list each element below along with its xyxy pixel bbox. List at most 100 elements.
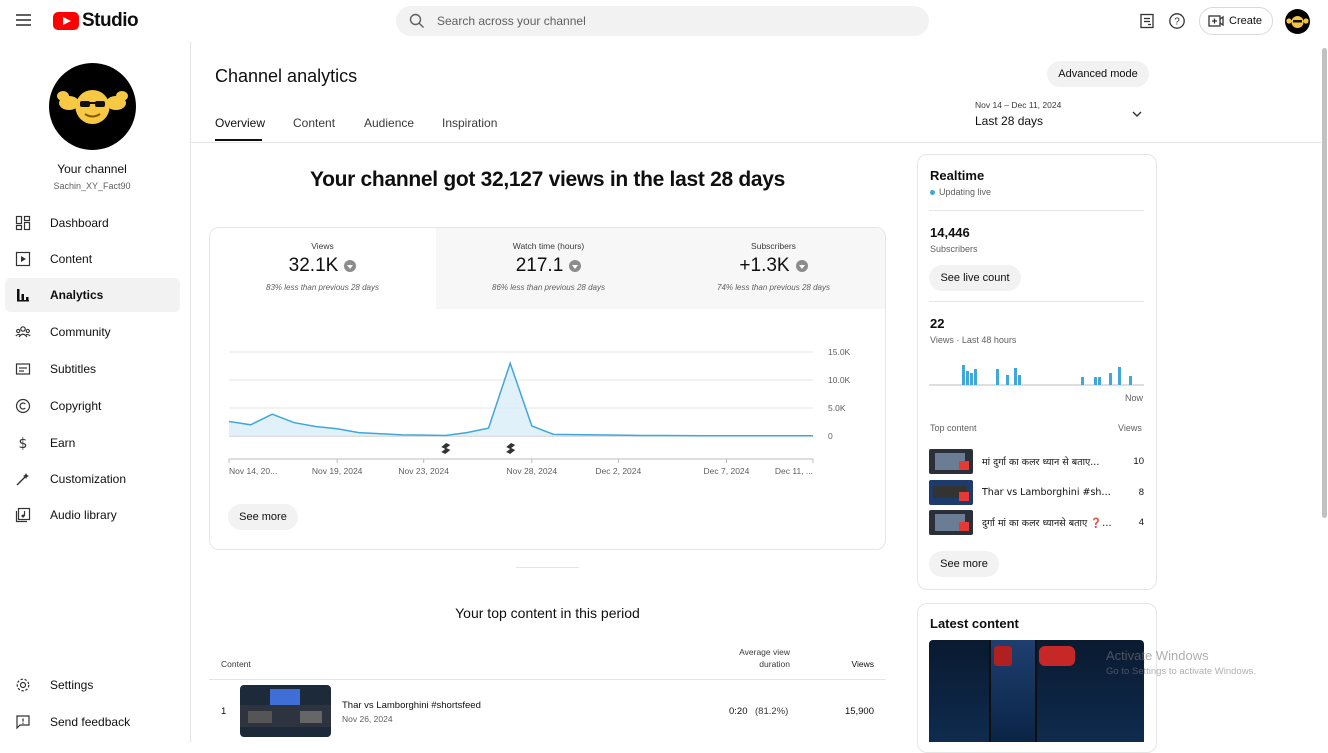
nav-copyright[interactable]: Copyright <box>5 389 180 423</box>
x-tick-label: Dec 2, 2024 <box>595 466 641 476</box>
realtime-views-label: Views · Last 48 hours <box>930 335 1017 345</box>
nav-content[interactable]: Content <box>5 242 180 276</box>
svg-text:$: $ <box>19 436 28 451</box>
col-avg-duration-header[interactable]: Average view duration <box>739 647 790 669</box>
active-tab-indicator <box>215 139 262 141</box>
realtime-bar <box>1081 377 1084 385</box>
channel-title: Your channel <box>57 162 127 176</box>
analytics-icon <box>14 286 32 304</box>
search-bar[interactable] <box>396 6 929 36</box>
tab-content[interactable]: Content <box>293 116 336 130</box>
metric-watch-time[interactable]: Watch time (hours) 217.1 86% less than p… <box>436 228 661 309</box>
nav-customization[interactable]: Customization <box>5 462 180 496</box>
windows-watermark-subtitle: Go to Settings to activate Windows. <box>1106 666 1256 677</box>
realtime-bar <box>1118 367 1121 385</box>
nav-send-feedback[interactable]: Send feedback <box>5 705 180 739</box>
dashboard-icon <box>14 214 32 232</box>
nav-label: Audio library <box>50 508 117 522</box>
top-content-heading: Your top content in this period <box>455 605 640 621</box>
y-tick-label: 5.0K <box>828 403 846 413</box>
realtime-bar <box>962 365 965 385</box>
date-period-label[interactable]: Last 28 days <box>975 114 1044 128</box>
y-tick-label: 0 <box>828 431 833 441</box>
realtime-see-more-button[interactable]: See more <box>929 551 999 577</box>
row-date: Nov 26, 2024 <box>342 714 393 724</box>
metric-subscribers[interactable]: Subscribers +1.3K 74% less than previous… <box>661 228 885 309</box>
row-title[interactable]: Thar vs Lamborghini #shortsfeed <box>342 700 481 711</box>
channel-handle: Sachin_XY_Fact90 <box>53 181 131 191</box>
col-views-header[interactable]: Views <box>851 659 874 669</box>
create-button[interactable]: Create <box>1199 7 1273 35</box>
metric-value: +1.3K <box>739 255 790 276</box>
nav-community[interactable]: Community <box>5 315 180 349</box>
metric-label: Views <box>311 241 334 251</box>
search-input[interactable] <box>437 14 887 28</box>
metric-label: Watch time (hours) <box>512 241 585 251</box>
nav-label: Content <box>50 252 93 266</box>
y-tick-label: 10.0K <box>828 375 851 385</box>
create-video-icon <box>1208 15 1224 27</box>
create-label: Create <box>1229 15 1263 27</box>
windows-watermark-title: Activate Windows <box>1106 648 1209 663</box>
nav-settings[interactable]: Settings <box>5 668 180 702</box>
feedback-icon <box>14 713 32 731</box>
realtime-bar <box>1014 368 1017 385</box>
video-thumbnail[interactable] <box>240 685 331 737</box>
date-range[interactable]: Nov 14 – Dec 11, 2024 <box>975 100 1062 110</box>
nav-audio-library[interactable]: Audio library <box>5 498 180 532</box>
nav-earn[interactable]: $ Earn <box>5 426 180 460</box>
account-avatar[interactable] <box>1285 9 1310 34</box>
views-col-label: Views <box>1118 423 1142 433</box>
realtime-views: 22 <box>930 316 945 331</box>
video-thumbnail <box>929 449 973 474</box>
realtime-bar-chart[interactable] <box>929 355 1144 389</box>
help-icon[interactable]: ? <box>1168 12 1186 30</box>
nav-label: Customization <box>50 472 127 486</box>
studio-logo[interactable]: Studio <box>53 10 139 32</box>
realtime-bar <box>1018 375 1021 385</box>
realtime-subscribers: 14,446 <box>930 225 970 240</box>
nav-subtitles[interactable]: Subtitles <box>5 352 180 386</box>
see-live-count-button[interactable]: See live count <box>929 265 1021 291</box>
chevron-down-icon[interactable] <box>1131 108 1143 120</box>
metric-label: Subscribers <box>751 241 796 251</box>
top-content-item[interactable]: Thar vs Lamborghini #shortsf... 8 <box>929 480 1144 505</box>
logo-text: Studio <box>82 10 139 31</box>
nav-analytics[interactable]: Analytics <box>5 278 180 312</box>
header-divider <box>191 142 1321 143</box>
views-headline: Your channel got 32,127 views in the las… <box>309 168 786 191</box>
subtitles-editor-icon[interactable] <box>1138 12 1156 30</box>
top-content-title: मां दुर्गा का कलर ध्यान से बताए... <box>982 457 1100 468</box>
copyright-icon <box>14 397 32 415</box>
advanced-mode-button[interactable]: Advanced mode <box>1047 61 1149 87</box>
page-scrollbar[interactable] <box>1322 48 1327 518</box>
tab-inspiration[interactable]: Inspiration <box>442 116 498 130</box>
realtime-bar <box>1129 376 1132 385</box>
metric-compare: 86% less than previous 28 days <box>492 283 605 292</box>
tab-overview[interactable]: Overview <box>215 116 266 130</box>
metric-value: 217.1 <box>515 255 564 276</box>
top-content-item[interactable]: मां दुर्गा का कलर ध्यान से बताए... 10 <box>929 449 1144 474</box>
page-title: Channel analytics <box>215 66 358 86</box>
nav-dashboard[interactable]: Dashboard <box>5 206 180 240</box>
top-content-views: 4 <box>1138 517 1144 528</box>
channel-avatar[interactable] <box>49 63 136 150</box>
metric-views[interactable]: Views 32.1K 83% less than previous 28 da… <box>210 228 435 309</box>
latest-video-thumbnail[interactable] <box>929 640 1144 742</box>
series-line <box>228 360 813 437</box>
latest-content-title: Latest content <box>930 616 1019 631</box>
arrow-down-icon <box>795 260 808 272</box>
top-bar: Studio ? Create <box>0 0 1328 42</box>
row-rank: 1 <box>221 706 227 717</box>
divider <box>929 210 1144 211</box>
see-more-button[interactable]: See more <box>228 504 298 530</box>
video-thumbnail <box>929 480 973 505</box>
top-content-item[interactable]: दुर्गा मां का कलर ध्यानसे बताए ❓ ... 4 <box>929 510 1144 535</box>
menu-icon[interactable] <box>16 14 31 26</box>
table-row[interactable]: 1 Thar vs Lamborghini #shortsfeed Nov 26… <box>209 684 886 740</box>
live-dot-icon <box>930 189 935 195</box>
views-chart[interactable]: 15.0K 10.0K 5.0K 0 Nov 14, 20... Nov 19, 2024… <box>210 328 886 488</box>
tab-audience[interactable]: Audience <box>364 116 415 130</box>
col-content-header: Content <box>221 659 251 669</box>
realtime-title: Realtime <box>930 168 985 183</box>
